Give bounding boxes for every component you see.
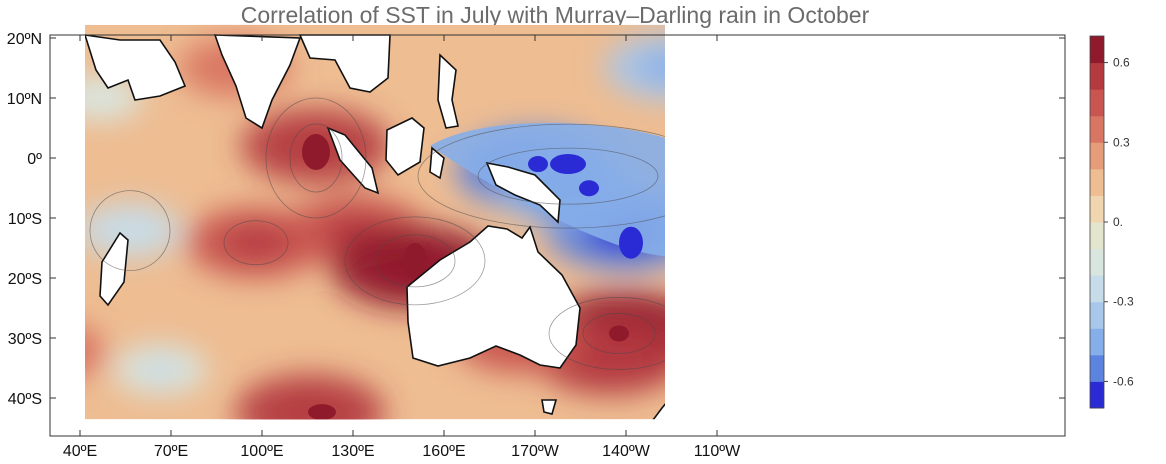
x-tick-label: 140ºW: [602, 443, 651, 460]
colorbar-swatch: [1090, 36, 1104, 64]
field-cool-core: [85, 85, 122, 110]
y-axis: 20ºN 10ºN 0º 10ºS 20ºS 30ºS 40ºS: [7, 31, 1065, 408]
field-cool-core: [637, 50, 665, 85]
colorbar-swatch: [1090, 195, 1104, 223]
colorbar-tick-label: 0.6: [1113, 56, 1130, 70]
field-warm-anomaly: [85, 326, 108, 377]
land-africa: [85, 34, 187, 101]
x-tick-label: 40ºE: [63, 443, 97, 460]
x-tick-label: 130ºE: [331, 443, 374, 460]
land-madagascar: [99, 231, 129, 307]
contour-line: [223, 220, 289, 266]
contour-line: [582, 313, 656, 354]
contour-line: [477, 147, 659, 205]
land-new-zealand: [652, 403, 665, 420]
y-tick-label: 40ºS: [8, 391, 42, 408]
colorbar-swatch: [1090, 354, 1104, 382]
x-tick-label: 100ºE: [240, 443, 283, 460]
land-sumatra: [326, 126, 380, 195]
contour-line: [374, 234, 456, 288]
y-tick-label: 20ºS: [8, 271, 42, 288]
colorbar-swatch: [1090, 168, 1104, 196]
cold-core: [619, 226, 643, 259]
colorbar-tick-label: 0.: [1113, 215, 1123, 229]
colorbar-swatch: [1090, 62, 1104, 90]
colorbar-swatch: [1090, 142, 1104, 170]
contour-line: [417, 123, 665, 229]
colorbar-swatch: [1090, 381, 1104, 409]
land-masses: [85, 34, 665, 420]
land-southeast-asia: [298, 34, 391, 93]
colorbar-swatch: [1090, 328, 1104, 356]
x-tick-label: 70ºE: [154, 443, 188, 460]
land-borneo: [385, 117, 425, 177]
field-warm-core: [572, 338, 648, 377]
cold-core: [579, 180, 599, 197]
contour-line: [289, 123, 343, 193]
warm-core: [609, 325, 629, 342]
field-cool-core: [136, 356, 184, 383]
land-sulawesi: [429, 146, 445, 180]
warm-core: [308, 404, 336, 420]
plot-frame: [49, 34, 1066, 437]
correlation-field: [85, 24, 665, 420]
colorbar-swatch: [1090, 275, 1104, 303]
colorbar-swatch: [1090, 248, 1104, 276]
cold-core: [550, 154, 586, 175]
x-axis: 40ºE 70ºE 100ºE 130ºE 160ºE 170ºW 140ºW 110ºW: [63, 35, 741, 460]
land-philippines: [437, 53, 459, 129]
x-tick-label: 110ºW: [694, 443, 741, 460]
colorbar-swatch: [1090, 301, 1104, 329]
x-tick-label: 170ºW: [511, 443, 560, 460]
contour-line: [89, 190, 171, 272]
y-tick-label: 0º: [27, 151, 42, 168]
warm-core: [302, 133, 330, 170]
colorbar-tick-label: -0.3: [1113, 295, 1134, 309]
field-cool-core: [103, 216, 157, 245]
colorbar-swatch: [1090, 222, 1104, 250]
cold-core: [528, 156, 548, 173]
land-new-guinea: [485, 161, 561, 224]
land-australia: [406, 225, 581, 369]
x-tick-label: 160ºE: [422, 443, 465, 460]
colorbar-tick-label: 0.3: [1113, 135, 1130, 149]
colorbar-tick-label: -0.6: [1113, 374, 1134, 388]
colorbar-swatch: [1090, 115, 1104, 143]
contour-line: [344, 216, 486, 306]
warm-core: [403, 242, 427, 279]
field-cool-anomaly: [604, 33, 665, 102]
y-tick-label: 30ºS: [8, 331, 42, 348]
y-tick-label: 10ºN: [7, 91, 42, 108]
contour-line: [548, 297, 665, 370]
y-tick-label: 10ºS: [8, 211, 42, 228]
contour-lines: [89, 97, 665, 370]
colorbar-swatch: [1090, 89, 1104, 117]
chart-title: Correlation of SST in July with Murray–D…: [240, 2, 870, 28]
contour-line: [265, 97, 367, 219]
colorbar: 0.6 0.3 0. -0.3 -0.6: [1089, 35, 1134, 409]
land-tasmania: [541, 399, 558, 415]
y-tick-label: 20ºN: [7, 31, 42, 48]
field-warm-core: [220, 224, 292, 261]
land-india: [213, 34, 302, 130]
